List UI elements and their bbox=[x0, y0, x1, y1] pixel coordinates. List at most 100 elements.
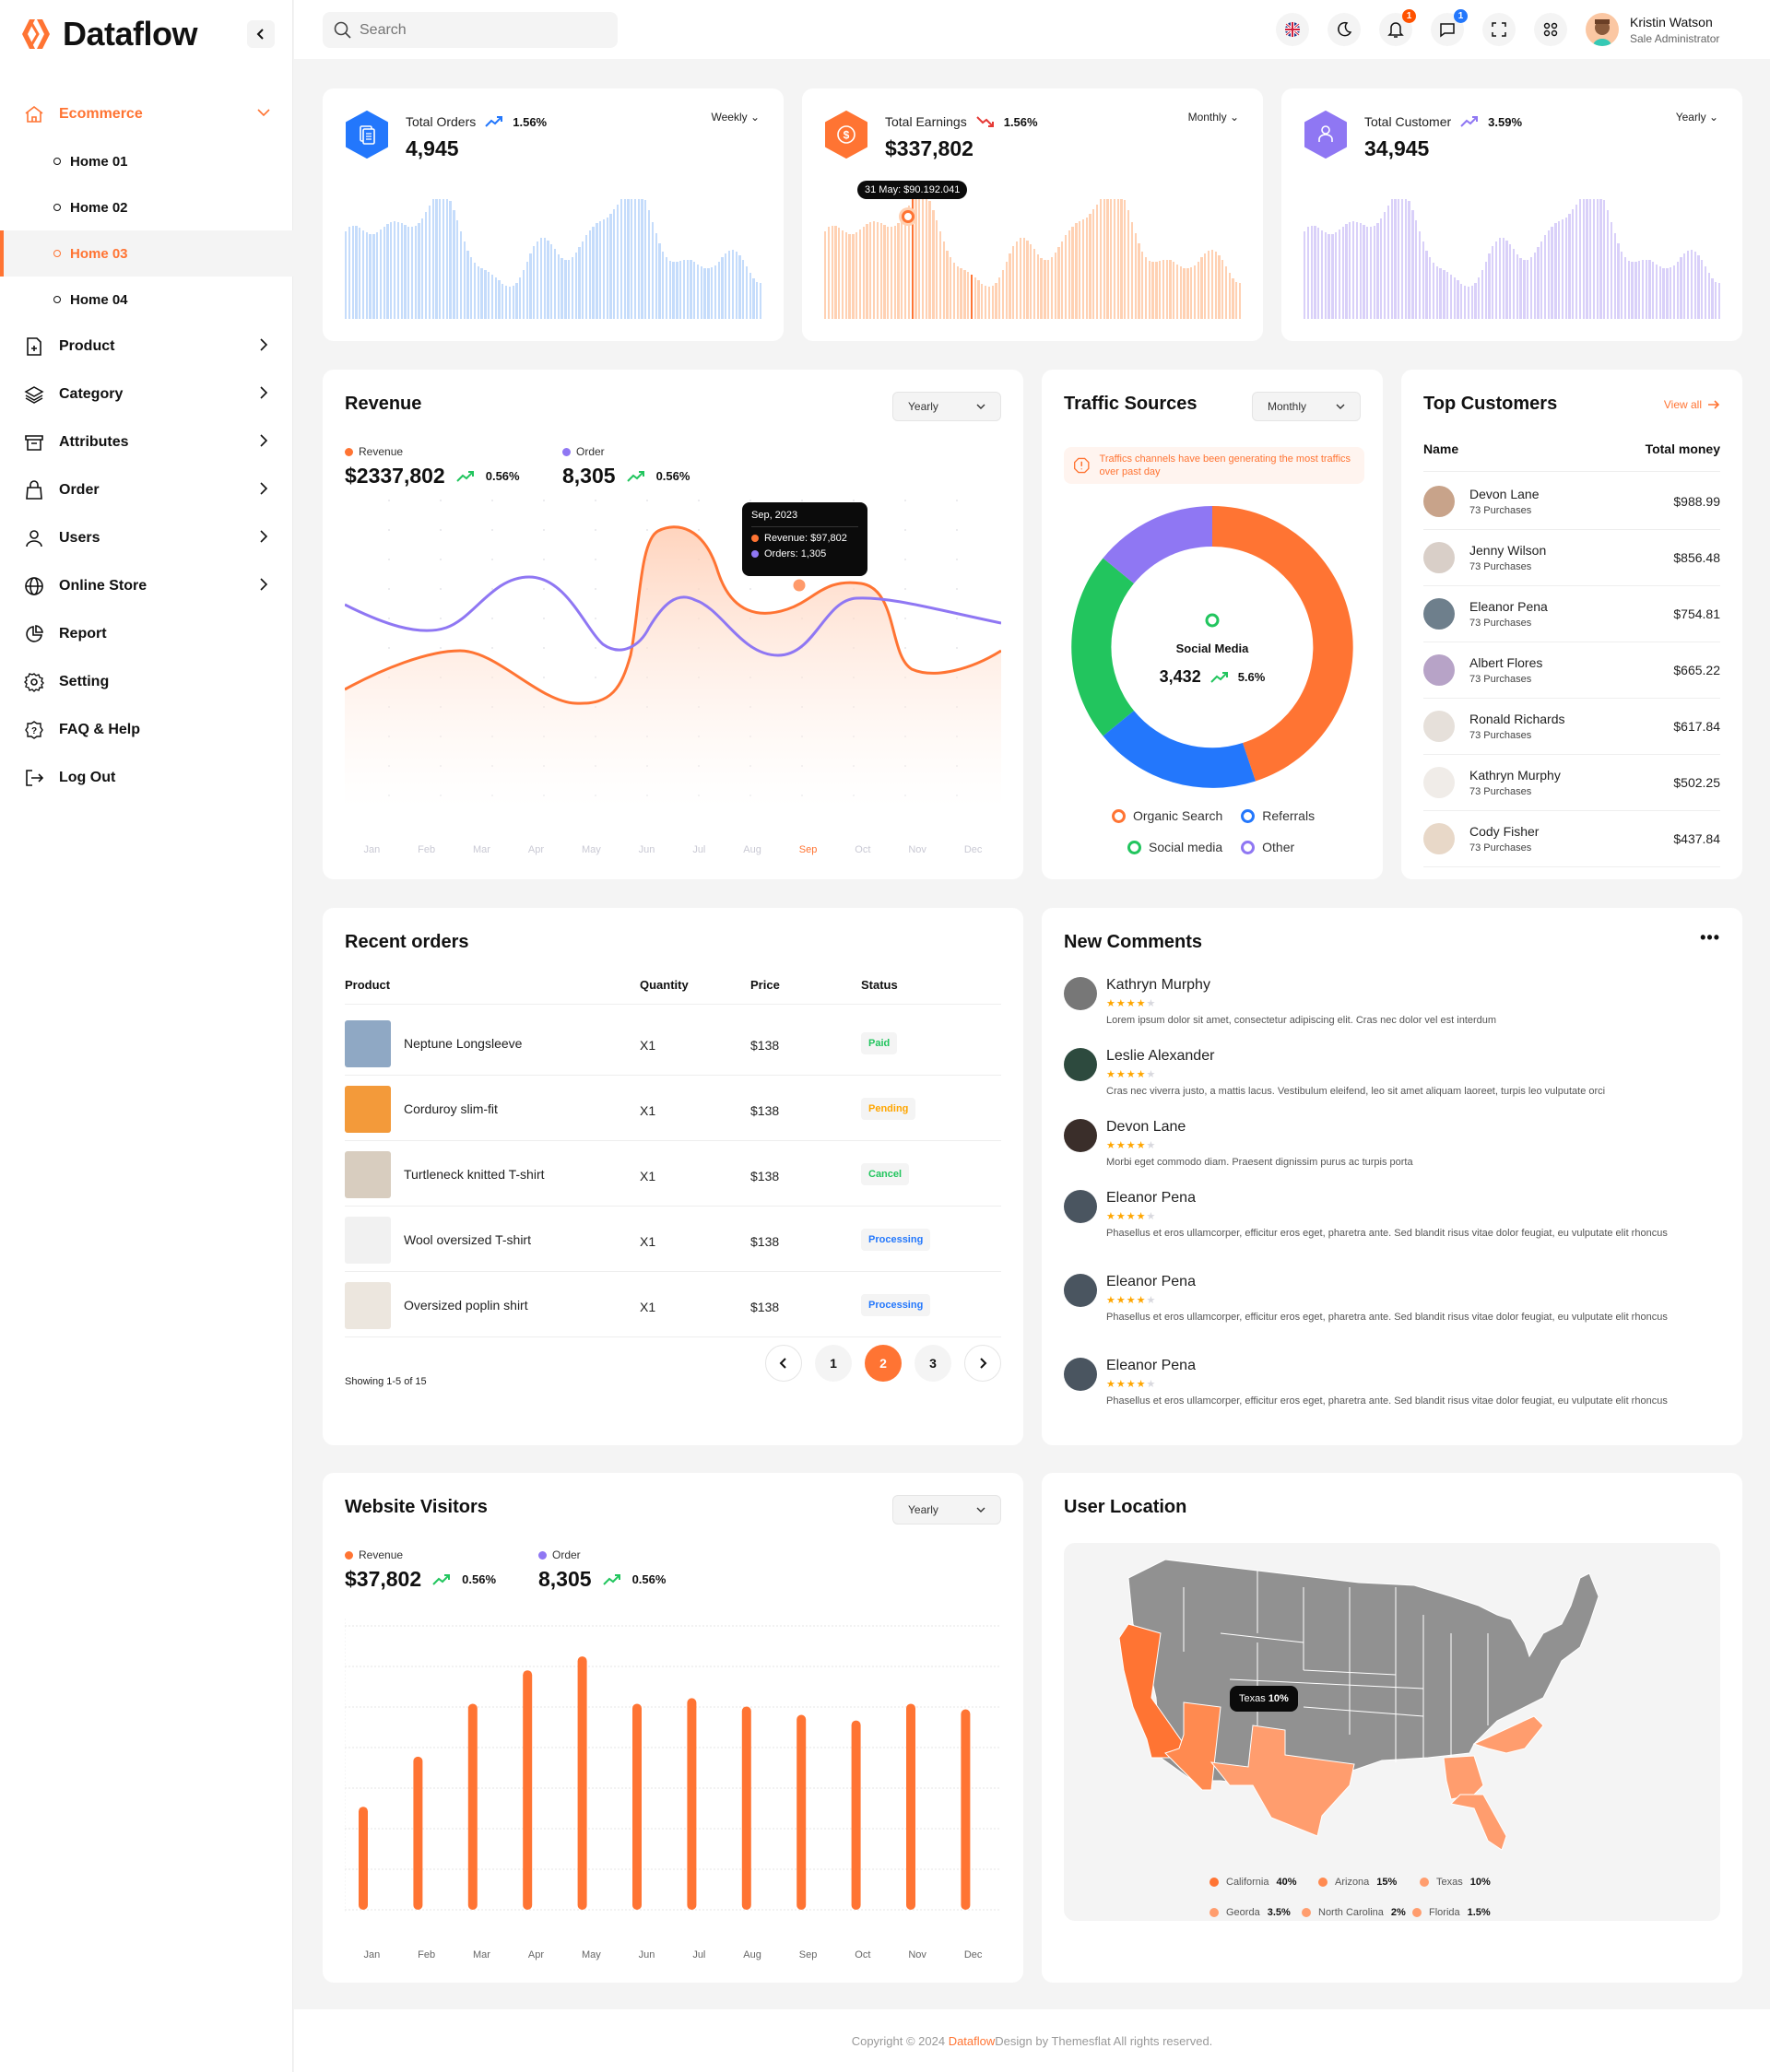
layers-icon bbox=[24, 386, 44, 404]
donut-center-metric: 3,432 5.6% bbox=[1159, 667, 1266, 686]
language-button[interactable] bbox=[1276, 13, 1309, 46]
sparkline-bar bbox=[1547, 230, 1550, 319]
sparkline-bar bbox=[1467, 287, 1469, 319]
map-legend-item: Florida 1.5% bbox=[1412, 1907, 1491, 1918]
customer-row[interactable]: Jenny Wilson 73 Purchases $856.48 bbox=[1423, 530, 1720, 586]
sparkline-bar bbox=[1398, 199, 1400, 319]
next-page-button[interactable] bbox=[964, 1345, 1001, 1382]
user-location-card: User Location Texas 10% California 40% Ari… bbox=[1042, 1473, 1742, 1983]
sparkline-bar bbox=[1554, 223, 1557, 319]
customer-row[interactable]: Cody Fisher 73 Purchases $437.84 bbox=[1423, 811, 1720, 867]
sparkline-bar bbox=[1235, 281, 1238, 319]
us-map[interactable] bbox=[1119, 1560, 1599, 1854]
collapse-sidebar-button[interactable] bbox=[247, 20, 275, 48]
avatar bbox=[1064, 1358, 1097, 1391]
legend-referrals[interactable]: Referrals bbox=[1241, 808, 1315, 823]
legend-social-media[interactable]: Social media bbox=[1127, 840, 1222, 854]
sparkline-bar bbox=[1005, 262, 1008, 319]
x-axis-label: Sep bbox=[798, 844, 818, 855]
sparkline-bar bbox=[1001, 269, 1005, 319]
traffic-period-dropdown[interactable]: Monthly bbox=[1252, 392, 1361, 421]
sparkline-bar bbox=[1324, 232, 1327, 319]
customer-row[interactable]: Albert Flores 73 Purchases $665.22 bbox=[1423, 642, 1720, 699]
sparkline-bar bbox=[876, 221, 879, 319]
sidebar-subitem-home-04[interactable]: Home 04 bbox=[0, 277, 293, 323]
table-row[interactable]: Turtleneck knitted T-shirt X1 $138 Cance… bbox=[345, 1141, 1001, 1207]
sparkline-bar bbox=[529, 253, 532, 319]
sparkline-bar bbox=[970, 274, 974, 319]
visitors-period-dropdown[interactable]: Yearly bbox=[892, 1495, 1001, 1525]
footer-brand-link[interactable]: Dataflow bbox=[948, 2033, 996, 2048]
status-badge: Cancel bbox=[861, 1163, 910, 1185]
search-box[interactable] bbox=[323, 12, 618, 48]
legend-other[interactable]: Other bbox=[1241, 840, 1294, 854]
apps-button[interactable] bbox=[1534, 13, 1567, 46]
table-row[interactable]: Corduroy slim-fit X1 $138 Pending bbox=[345, 1076, 1001, 1141]
period-dropdown[interactable]: Weekly ⌄ bbox=[711, 111, 760, 124]
sidebar-item-product[interactable]: Product bbox=[0, 323, 293, 371]
notifications-button[interactable]: 1 bbox=[1379, 9, 1416, 46]
sparkline-bar bbox=[1561, 219, 1564, 319]
commenter-name: Eleanor Pena bbox=[1106, 1190, 1196, 1206]
page-2-button[interactable]: 2 bbox=[865, 1345, 902, 1382]
view-all-link[interactable]: View all bbox=[1664, 398, 1720, 411]
sidebar-item-online-store[interactable]: Online Store bbox=[0, 562, 293, 610]
dark-mode-toggle[interactable] bbox=[1328, 13, 1361, 46]
product-thumbnail bbox=[345, 1020, 391, 1067]
sidebar-item-attributes[interactable]: Attributes bbox=[0, 418, 293, 466]
page-3-button[interactable]: 3 bbox=[914, 1345, 951, 1382]
table-row[interactable]: Neptune Longsleeve X1 $138 Paid bbox=[345, 1010, 1001, 1076]
table-row[interactable]: Oversized poplin shirt X1 $138 Processin… bbox=[345, 1272, 1001, 1337]
table-row[interactable]: Wool oversized T-shirt X1 $138 Processin… bbox=[345, 1207, 1001, 1272]
logo[interactable]: Dataflow bbox=[22, 15, 198, 53]
period-dropdown[interactable]: Monthly ⌄ bbox=[1187, 111, 1239, 124]
topbar: 1 1 Kristin Watson Sale Administrator bbox=[294, 0, 1770, 59]
sparkline-bar bbox=[1645, 259, 1647, 319]
sparkline-bar bbox=[1631, 262, 1634, 319]
sparkline-bar bbox=[609, 214, 612, 319]
sidebar-subitem-home-01[interactable]: Home 01 bbox=[0, 138, 293, 184]
sparkline-bar bbox=[1210, 250, 1213, 319]
sidebar-item-order[interactable]: Order bbox=[0, 466, 293, 514]
sparkline-bar bbox=[1068, 230, 1070, 319]
period-dropdown[interactable]: Yearly ⌄ bbox=[1675, 111, 1718, 124]
sparkline-bar bbox=[1057, 247, 1060, 319]
sidebar-item-users[interactable]: Users bbox=[0, 514, 293, 562]
sparkline-bar bbox=[404, 224, 407, 319]
sparkline-bar bbox=[1568, 214, 1571, 319]
trend-up-icon bbox=[626, 470, 644, 482]
sidebar-item-ecommerce[interactable]: Ecommerce bbox=[0, 90, 293, 138]
stat-label: Total Orders bbox=[406, 114, 477, 129]
user-profile-menu[interactable]: Kristin Watson Sale Administrator bbox=[1586, 13, 1719, 46]
sidebar-subitem-home-03[interactable]: Home 03 bbox=[0, 230, 293, 277]
sidebar-item-category[interactable]: Category bbox=[0, 371, 293, 418]
sparkline-bar bbox=[599, 221, 602, 319]
sidebar-item-log-out[interactable]: Log Out bbox=[0, 754, 293, 802]
legend-organic-search[interactable]: Organic Search bbox=[1112, 808, 1222, 823]
sparkline-bar bbox=[1162, 259, 1165, 319]
more-options-button[interactable]: ••• bbox=[1700, 928, 1720, 948]
customer-row[interactable]: Eleanor Pena 73 Purchases $754.81 bbox=[1423, 586, 1720, 642]
product-name: Turtleneck knitted T-shirt bbox=[404, 1167, 545, 1182]
user-name: Kristin Watson bbox=[1630, 14, 1713, 29]
sparkline-bar bbox=[1110, 199, 1113, 319]
customer-row[interactable]: Kathryn Murphy 73 Purchases $502.25 bbox=[1423, 755, 1720, 811]
fullscreen-button[interactable] bbox=[1482, 13, 1516, 46]
sparkline-bar bbox=[613, 209, 616, 319]
customer-row[interactable]: Ronald Richards 73 Purchases $617.84 bbox=[1423, 699, 1720, 755]
chevron-down-icon bbox=[976, 1507, 985, 1513]
sidebar-item-report[interactable]: Report bbox=[0, 610, 293, 658]
sparkline-bar bbox=[553, 249, 557, 319]
prev-page-button[interactable] bbox=[765, 1345, 802, 1382]
search-input[interactable] bbox=[360, 21, 599, 39]
sidebar-subitem-home-02[interactable]: Home 02 bbox=[0, 184, 293, 230]
sparkline-bar bbox=[1173, 262, 1175, 319]
customer-row[interactable]: Devon Lane 73 Purchases $988.99 bbox=[1423, 474, 1720, 530]
page-1-button[interactable]: 1 bbox=[815, 1345, 852, 1382]
sparkline-bar bbox=[383, 227, 385, 319]
sparkline-bar bbox=[490, 274, 494, 319]
sidebar-item-faq-help[interactable]: ? FAQ & Help bbox=[0, 706, 293, 754]
revenue-period-dropdown[interactable]: Yearly bbox=[892, 392, 1001, 421]
messages-button[interactable]: 1 bbox=[1431, 9, 1468, 46]
sidebar-item-setting[interactable]: Setting bbox=[0, 658, 293, 706]
